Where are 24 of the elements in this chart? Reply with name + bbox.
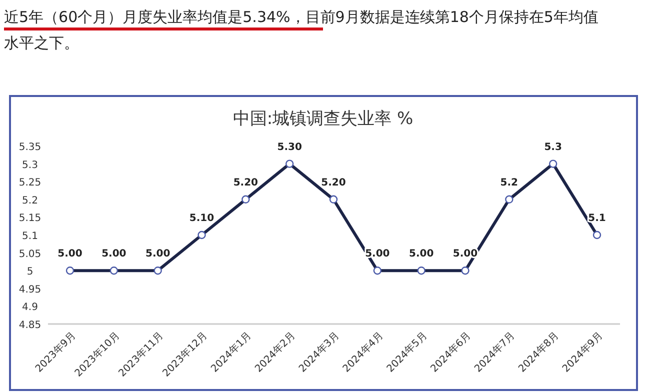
data-label: 5.3 [544,142,562,153]
y-tick-label: 5.05 [18,248,42,260]
data-label: 5.10 [189,213,214,224]
y-tick-label: 5.15 [18,213,42,224]
y-tick-label: 4.85 [18,320,42,331]
data-label: 5.20 [233,177,258,188]
y-tick-label: 5 [26,266,34,278]
data-label: 5.30 [277,142,302,153]
y-tick-label: 5.3 [22,160,38,171]
data-label: 5.00 [102,248,126,260]
data-label: 5.00 [145,248,170,260]
y-tick-label: 4.95 [18,284,42,296]
y-tick-label: 5.2 [22,195,38,206]
data-label: 5.2 [500,177,518,188]
data-label: 5.20 [321,177,346,188]
y-tick-label: 4.9 [22,302,38,314]
text: 近5年（60个月）月度失业率均值是5.34%，目前9月数据是连续第18个月保持在5年均值水平之下。 [4,7,600,54]
chart-title: 中国:城镇调查失业率 % [232,109,414,129]
data-label: 5.1 [588,213,606,224]
y-tick-label: 5.25 [18,178,42,189]
data-label: 5.00 [408,248,434,260]
y-tick-label: 5.35 [18,142,42,153]
data-label: 5.00 [58,248,82,260]
y-tick-label: 5.1 [22,231,38,242]
